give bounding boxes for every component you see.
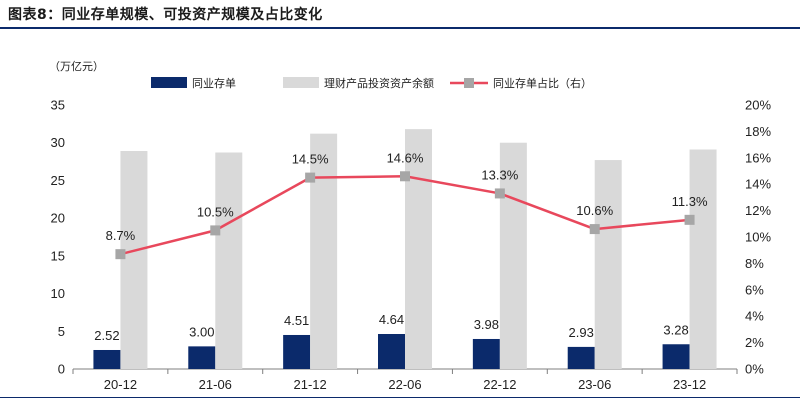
legend-label-wealth-assets: 理财产品投资资产余额 [324,76,434,90]
bar-value-label: 3.98 [474,317,499,332]
bar-interbank-cd [567,346,595,369]
y-right-tick-label: 18% [745,124,771,139]
y-right-tick-label: 16% [745,150,771,165]
bar-wealth-assets [499,142,527,369]
y-right-tick-label: 14% [745,177,771,192]
x-tick-label: 21-12 [294,377,327,392]
data-labels: 2.52 3.00 4.51 4.64 3.98 2.93 3.28 8.7% 10.5% 14.… [94,150,708,343]
y-right-tick-label: 2% [745,335,764,350]
ratio-value-label: 10.6% [576,203,613,218]
bar-value-label: 3.00 [189,324,214,339]
y-left-tick-label: 30 [51,135,65,150]
ratio-marker [400,171,410,182]
ratio-marker [115,249,126,260]
ratio-value-label: 14.5% [292,152,329,167]
bar-wealth-assets [594,160,622,369]
bar-wealth-assets [310,133,338,369]
ratio-marker [589,224,600,235]
bar-wealth-assets [405,129,432,369]
y-left-tick-label: 15 [51,248,65,263]
legend-label-ratio: 同业存单占比（右） [493,76,592,90]
y-right-tick-label: 10% [745,230,771,245]
x-tick-label: 23-06 [578,377,611,392]
bar-interbank-cd [662,344,690,369]
legend: 同业存单 理财产品投资资产余额 同业存单占比（右） [151,76,592,90]
ratio-value-label: 8.7% [106,228,136,243]
x-tick-label: 20-12 [104,377,137,392]
y-left-tick-label: 20 [51,211,65,226]
axes: （万亿元） 20-12 21-06 21-12 22-06 22-12 23-06 23-12… [49,60,771,392]
legend-swatch-interbank-cd [151,77,187,88]
ratio-value-label: 11.3% [672,194,708,209]
bar-interbank-cd [188,346,216,369]
x-tick-label: 23-12 [673,377,706,392]
y-right-tick-label: 4% [745,309,764,324]
y-right-tick-label: 12% [745,203,771,218]
ratio-marker [494,188,505,199]
y-left-tick-label: 0 [58,362,65,377]
bar-interbank-cd [378,334,405,369]
bottom-rule [0,397,800,398]
bar-value-label: 2.52 [94,328,119,343]
unit-label: （万亿元） [49,60,104,73]
y-right-tick-label: 8% [745,256,764,271]
bar-value-label: 4.51 [284,313,309,328]
y-left-tick-label: 5 [58,324,65,339]
bar-interbank-cd [283,334,311,369]
y-right-tick-label: 20% [745,98,771,113]
y-right-tick-label: 0% [745,362,764,377]
ratio-marker [305,172,316,183]
y-right-tick-label: 6% [745,282,764,297]
bar-interbank-cd [472,338,500,369]
ratio-value-label: 13.3% [481,167,518,182]
x-tick-label: 21-06 [199,377,232,392]
y-left-tick-label: 25 [51,173,65,188]
legend-swatch-wealth-assets [283,77,319,88]
bar-value-label: 2.93 [569,325,594,340]
ratio-value-label: 10.5% [197,204,234,219]
ratio-marker [684,214,695,225]
y-left-tick-label: 10 [51,286,65,301]
bar-wealth-assets [689,149,717,369]
bar-value-label: 3.28 [663,322,688,337]
bar-value-label: 4.64 [379,312,404,327]
bars [93,129,717,369]
ratio-line-layer [115,171,695,260]
chart-title: 图表8：同业存单规模、可投资产规模及占比变化 [8,7,323,23]
x-tick-label: 22-06 [388,377,421,392]
y-left-tick-label: 35 [51,98,65,113]
ratio-marker [210,225,221,236]
bar-wealth-assets [120,151,148,369]
bar-interbank-cd [93,349,121,369]
title-rule [0,27,800,29]
x-tick-label: 22-12 [483,377,516,392]
legend-label-interbank-cd: 同业存单 [192,76,236,90]
ratio-value-label: 14.6% [387,150,424,165]
legend-swatch-ratio-marker [464,78,474,88]
bar-wealth-assets [215,152,243,369]
